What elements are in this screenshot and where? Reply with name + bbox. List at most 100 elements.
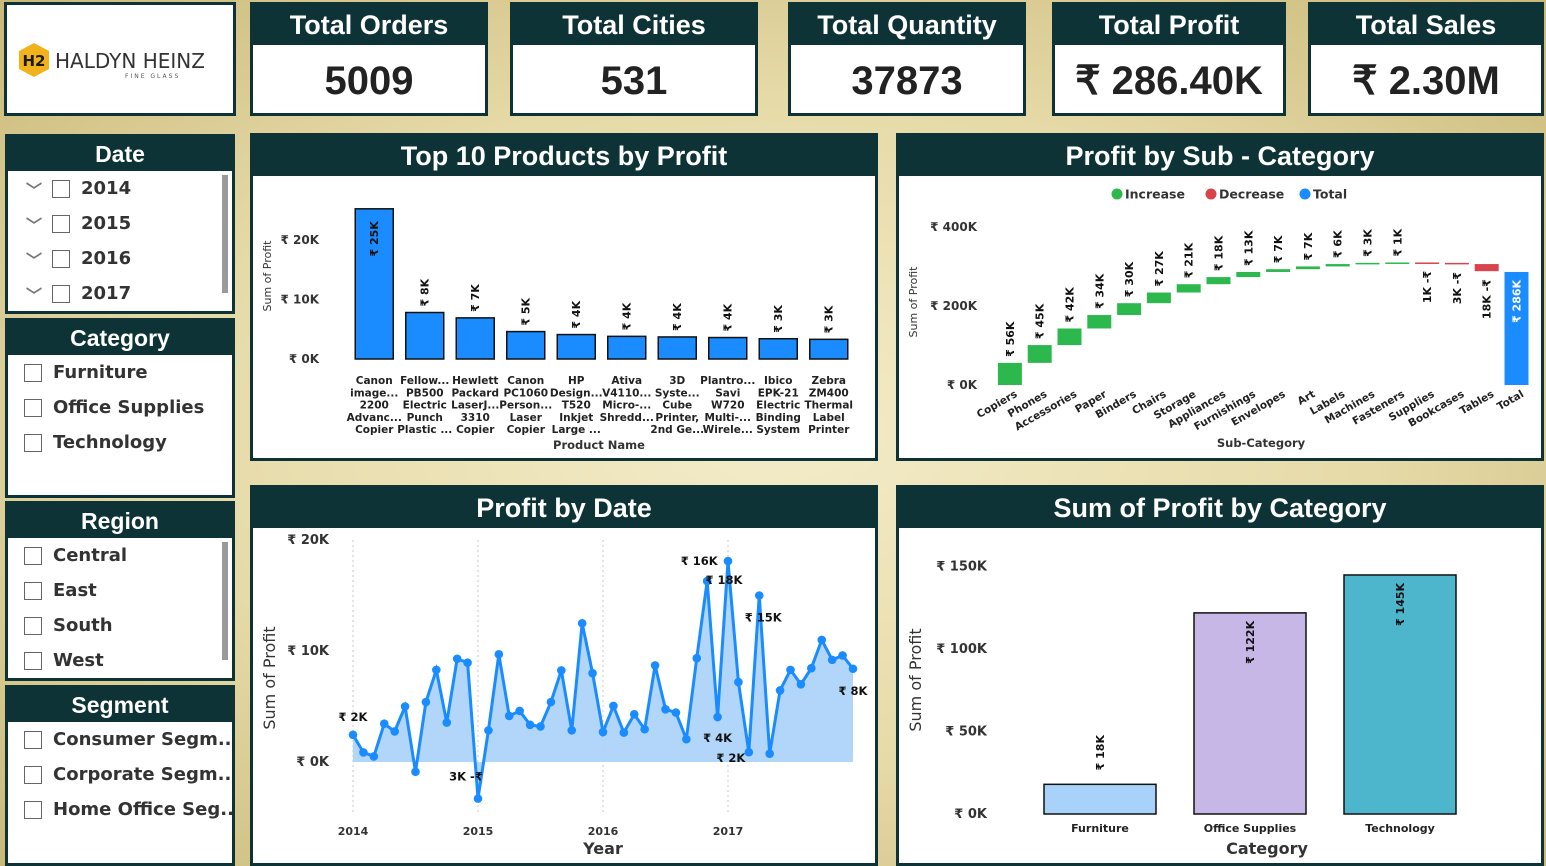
checkbox[interactable] <box>52 249 70 268</box>
y-tick-label: ₹ 400K <box>930 220 978 234</box>
kpi-total-cities: Total Cities 531 <box>510 2 758 116</box>
top-products-panel: Top 10 Products by Profit ₹ 0K ₹ 10K ₹ 20K… <box>250 133 878 461</box>
legend-label: Decrease <box>1219 187 1284 202</box>
bar <box>506 330 546 360</box>
segment-option-home-office[interactable]: Home Office Seg... <box>8 792 232 827</box>
y-tick-label: ₹ 0K <box>947 378 978 392</box>
checkbox[interactable] <box>24 546 42 565</box>
checkbox[interactable] <box>52 214 70 233</box>
x-tick-label: Thermal <box>804 400 853 412</box>
x-tick-label: 2nd Ge... <box>650 424 704 436</box>
x-tick-label: image... <box>350 387 398 399</box>
checkbox[interactable] <box>24 363 42 382</box>
x-tick-label: Plantro... <box>700 375 755 387</box>
region-option-south[interactable]: South <box>8 608 232 643</box>
data-point <box>588 668 597 678</box>
option-label: East <box>53 580 97 601</box>
kpi-label: Total Quantity <box>791 5 1023 45</box>
slicer-title: Segment <box>8 688 232 722</box>
region-option-west[interactable]: West <box>8 643 232 678</box>
x-tick-label: Hewlett <box>452 375 498 387</box>
bar <box>556 333 596 360</box>
subcategory-panel: Profit by Sub - Category Increase Decreas… <box>896 133 1544 461</box>
date-option-2016[interactable]: ﹀ 2016 <box>8 241 232 276</box>
checkbox[interactable] <box>24 800 42 819</box>
x-tick-label: 2200 <box>360 400 389 412</box>
chevron-down-icon[interactable]: ﹀ <box>25 215 42 235</box>
waterfall-bar <box>1504 271 1529 385</box>
data-point <box>661 704 670 714</box>
data-point <box>650 661 660 670</box>
data-label: ₹ 56K <box>1004 321 1017 357</box>
x-tick-label: Printer <box>808 424 850 436</box>
x-tick-label: Plastic ... <box>397 424 452 436</box>
kpi-value: 37873 <box>851 59 963 103</box>
checkbox[interactable] <box>24 616 42 635</box>
x-tick-label: PB500 <box>406 387 444 399</box>
data-label: ₹ 27K <box>1153 251 1166 287</box>
data-label: ₹ 5K <box>520 297 533 325</box>
chevron-down-icon[interactable]: ﹀ <box>25 250 42 270</box>
logo-mark: H2 <box>23 52 46 70</box>
category-option-office-supplies[interactable]: Office Supplies <box>8 390 232 425</box>
data-point <box>348 730 358 740</box>
waterfall-bar <box>1385 262 1410 264</box>
x-tick-label: LaserJ... <box>451 400 499 412</box>
x-tick-label: Label <box>813 412 845 424</box>
kpi-total-quantity: Total Quantity 37873 <box>788 2 1026 116</box>
data-label: ₹ 30K <box>1123 261 1136 297</box>
category-option-technology[interactable]: Technology <box>8 425 232 460</box>
data-point <box>400 702 410 711</box>
segment-option-corporate[interactable]: Corporate Segm... <box>8 757 232 792</box>
slicer-scrollbar[interactable] <box>222 175 228 293</box>
checkbox[interactable] <box>24 433 42 452</box>
data-point <box>421 697 431 707</box>
date-option-2017[interactable]: ﹀ 2017 <box>8 276 232 311</box>
chevron-down-icon[interactable]: ﹀ <box>25 180 42 200</box>
data-point <box>796 680 806 689</box>
checkbox[interactable] <box>24 651 42 670</box>
data-point <box>484 726 493 735</box>
data-point <box>432 665 441 675</box>
data-point <box>442 718 452 727</box>
option-label: South <box>53 615 113 636</box>
x-tick-label: 3D <box>669 375 685 387</box>
kpi-label: Total Orders <box>253 5 485 45</box>
y-axis-title: Sum of Profit <box>907 266 920 338</box>
data-label: ₹ 4K <box>570 300 583 328</box>
profit-by-category-chart: ₹ 0K ₹ 50K ₹ 100K ₹ 150K Sum of Profit ₹ 18K F… <box>906 560 1457 858</box>
kpi-value: ₹ 2.30M <box>1352 59 1500 103</box>
data-label: ₹ 18K <box>1094 735 1107 771</box>
date-option-2015[interactable]: ﹀ 2015 <box>8 206 232 241</box>
category-option-furniture[interactable]: Furniture <box>8 355 232 390</box>
data-label: ₹ 25K <box>368 221 381 257</box>
waterfall-bar <box>1444 262 1469 265</box>
data-point <box>775 686 785 695</box>
kpi-total-profit: Total Profit ₹ 286.40K <box>1052 2 1286 116</box>
option-label: 2017 <box>81 283 132 304</box>
x-tick-label: V4110... <box>602 387 651 399</box>
waterfall-bar <box>1087 315 1112 329</box>
x-tick-label: Canon <box>507 375 544 387</box>
checkbox[interactable] <box>52 284 70 303</box>
data-label: ₹ 15K <box>745 611 783 625</box>
region-option-east[interactable]: East <box>8 573 232 608</box>
segment-option-consumer[interactable]: Consumer Segm... <box>8 722 232 757</box>
data-point <box>640 724 649 734</box>
option-label: West <box>53 650 104 671</box>
region-option-central[interactable]: Central <box>8 538 232 573</box>
x-tick-label: 2015 <box>463 825 494 838</box>
checkbox[interactable] <box>24 765 42 784</box>
checkbox[interactable] <box>24 581 42 600</box>
checkbox[interactable] <box>24 730 42 749</box>
kpi-label: Total Sales <box>1311 5 1541 45</box>
checkbox[interactable] <box>52 179 70 198</box>
data-point <box>525 720 535 730</box>
date-option-2014[interactable]: ﹀ 2014 <box>8 171 232 206</box>
data-point <box>827 655 837 665</box>
chevron-down-icon[interactable]: ﹀ <box>25 285 42 305</box>
data-label: ₹ 4K <box>621 302 634 330</box>
slicer-scrollbar[interactable] <box>222 542 228 660</box>
kpi-total-sales: Total Sales ₹ 2.30M <box>1308 2 1544 116</box>
checkbox[interactable] <box>24 398 42 417</box>
